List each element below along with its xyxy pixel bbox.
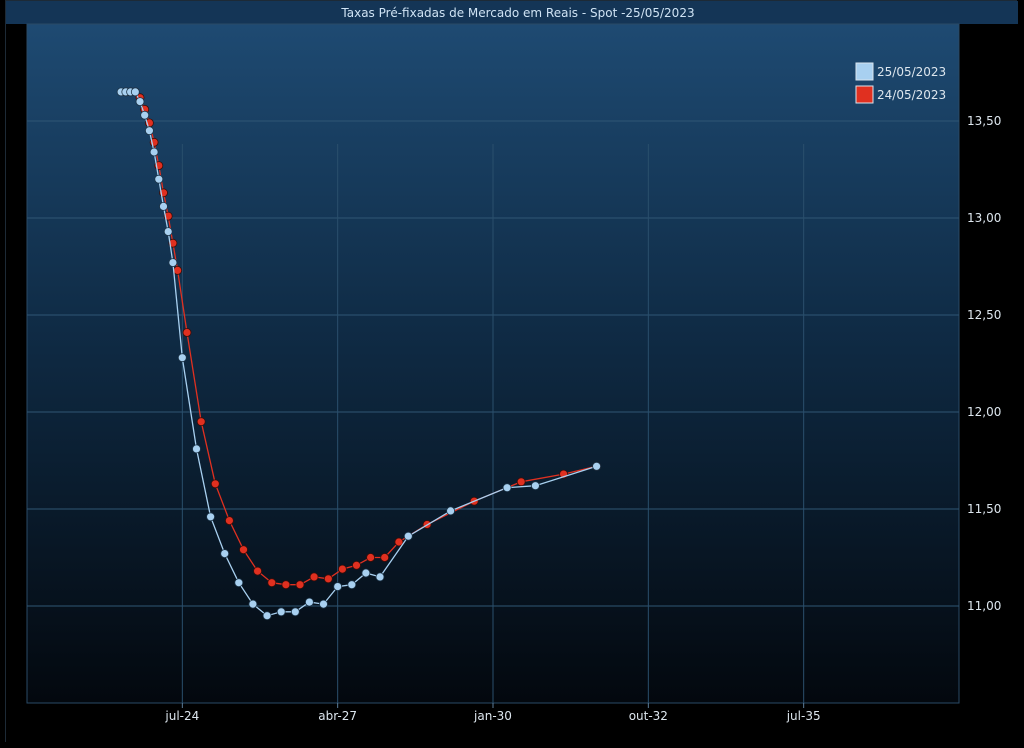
data-point[interactable]	[239, 545, 248, 555]
data-point[interactable]	[253, 566, 263, 576]
data-point[interactable]	[276, 607, 286, 617]
chart-svg: Taxas Pré-fixadas de Mercado em Reais - …	[6, 1, 1018, 743]
data-point[interactable]	[323, 574, 333, 584]
data-point[interactable]	[380, 553, 390, 562]
data-point[interactable]	[592, 461, 601, 471]
data-point[interactable]	[154, 174, 164, 184]
data-point[interactable]	[248, 599, 258, 609]
data-point[interactable]	[337, 564, 347, 574]
x-tick-label: jul-35	[786, 709, 821, 723]
y-tick-label: 12,50	[967, 308, 1001, 322]
x-tick-label: out-32	[629, 709, 668, 723]
data-point[interactable]	[192, 444, 201, 454]
data-point[interactable]	[361, 568, 371, 578]
data-point[interactable]	[290, 607, 300, 617]
data-point[interactable]	[403, 531, 413, 541]
data-point[interactable]	[502, 483, 512, 493]
legend-swatch	[855, 62, 874, 81]
y-tick-label: 11,00	[967, 599, 1001, 613]
data-point[interactable]	[206, 512, 216, 522]
data-point[interactable]	[394, 537, 404, 547]
x-axis-ticks: jul-24 abr-27 jan-30 out-32 jul-35	[164, 703, 821, 723]
data-point[interactable]	[234, 578, 244, 588]
y-axis-ticks: 11,00 11,50 12,00 12,50 13,00 13,50	[967, 114, 1001, 613]
data-point[interactable]	[159, 201, 168, 211]
data-point[interactable]	[140, 110, 150, 120]
series-layer	[116, 87, 601, 621]
title-bar	[6, 1, 1018, 24]
data-point[interactable]	[347, 580, 357, 590]
data-point[interactable]	[281, 580, 291, 590]
chart-frame: Taxas Pré-fixadas de Mercado em Reais - …	[5, 0, 1018, 743]
chart-title: Taxas Pré-fixadas de Mercado em Reais - …	[340, 6, 694, 20]
y-tick-label: 11,50	[967, 502, 1001, 516]
data-point[interactable]	[177, 353, 187, 363]
data-point[interactable]	[135, 97, 145, 106]
data-point[interactable]	[309, 572, 319, 582]
y-tick-label: 13,00	[967, 211, 1001, 225]
data-point[interactable]	[210, 479, 220, 489]
legend-swatch	[855, 85, 874, 104]
data-point[interactable]	[196, 417, 206, 427]
data-point[interactable]	[163, 227, 173, 237]
data-point[interactable]	[144, 126, 154, 136]
legend-label: 24/05/2023	[877, 88, 946, 102]
data-point[interactable]	[220, 549, 230, 558]
y-tick-label: 12,00	[967, 405, 1001, 419]
data-point[interactable]	[173, 265, 183, 275]
y-tick-label: 13,50	[967, 114, 1001, 128]
data-point[interactable]	[262, 611, 272, 621]
data-point[interactable]	[352, 560, 361, 570]
data-point[interactable]	[333, 582, 343, 591]
data-point[interactable]	[304, 597, 314, 607]
data-point[interactable]	[168, 258, 178, 268]
legend: 25/05/2023 24/05/2023	[855, 62, 946, 104]
x-tick-label: jan-30	[473, 709, 512, 723]
data-point[interactable]	[375, 572, 385, 582]
data-point[interactable]	[224, 516, 234, 525]
data-point[interactable]	[366, 553, 376, 562]
data-point[interactable]	[182, 328, 192, 337]
data-point[interactable]	[446, 506, 456, 516]
data-point[interactable]	[319, 599, 328, 609]
x-tick-label: abr-27	[318, 709, 357, 723]
data-point[interactable]	[531, 481, 540, 491]
data-point[interactable]	[516, 477, 526, 487]
data-point[interactable]	[130, 87, 140, 97]
data-point[interactable]	[267, 578, 277, 588]
data-point[interactable]	[295, 580, 305, 590]
legend-label: 25/05/2023	[877, 65, 946, 79]
data-point[interactable]	[149, 147, 159, 157]
gridlines	[27, 120, 959, 703]
x-tick-label: jul-24	[164, 709, 199, 723]
